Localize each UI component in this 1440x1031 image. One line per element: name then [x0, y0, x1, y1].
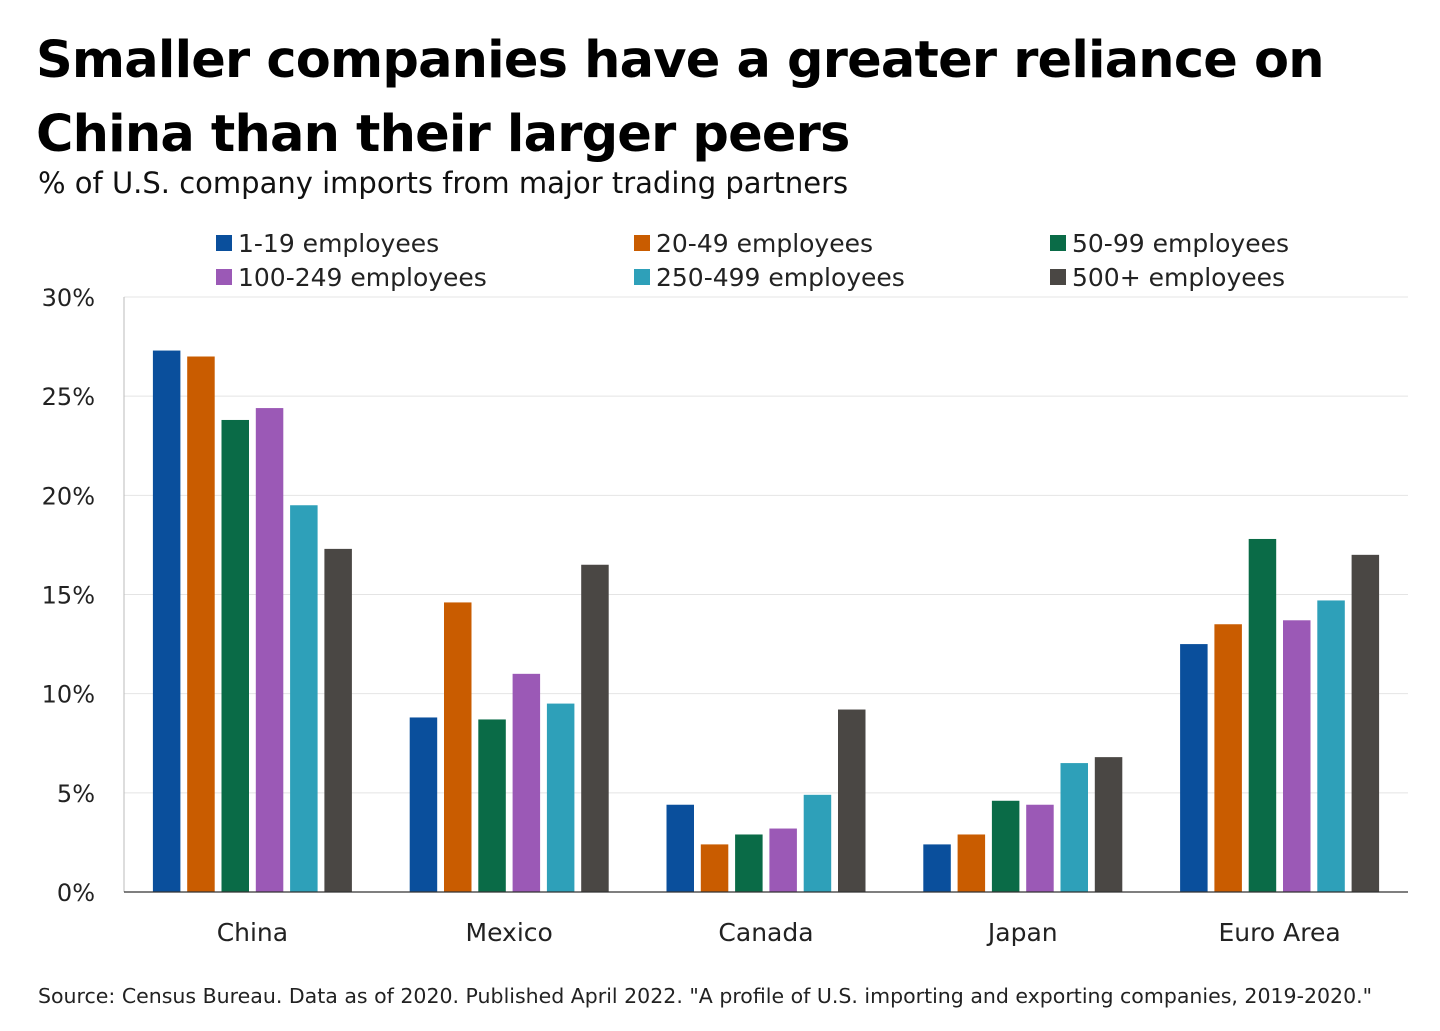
bar	[991, 800, 1020, 892]
y-tick-label: 20%	[42, 482, 95, 510]
bar	[838, 709, 866, 892]
bar	[409, 717, 438, 892]
legend-item: 50-99 employees	[1050, 226, 1289, 260]
bar	[1317, 600, 1345, 892]
legend-label: 250-499 employees	[656, 262, 905, 292]
legend-swatch	[1050, 269, 1066, 285]
bar	[1026, 804, 1054, 892]
bar	[1094, 757, 1123, 892]
legend-swatch	[634, 269, 650, 285]
bar	[478, 719, 506, 892]
legend-item: 500+ employees	[1050, 260, 1285, 294]
legend-label: 20-49 employees	[656, 228, 874, 258]
legend-item: 20-49 employees	[634, 226, 873, 260]
bar	[735, 834, 763, 892]
legend-swatch	[216, 235, 232, 251]
bar	[1351, 554, 1380, 892]
legend-item: 1-19 employees	[216, 226, 439, 260]
bar	[1060, 763, 1088, 892]
y-tick-label: 10%	[42, 681, 95, 709]
bar	[1180, 644, 1208, 892]
y-tick-label: 0%	[57, 879, 95, 907]
bar	[444, 602, 472, 892]
chart-title: Smaller companies have a greater relianc…	[36, 31, 1325, 164]
y-tick-label: 25%	[42, 383, 95, 411]
bar	[324, 548, 352, 892]
bar	[581, 564, 609, 892]
bar	[803, 794, 832, 892]
bar	[1248, 538, 1277, 892]
legend-label: 1-19 employees	[238, 228, 440, 258]
chart-subtitle: % of U.S. company imports from major tra…	[38, 166, 849, 200]
chart-legend: 1-19 employees 20-49 employees 50-99 emp…	[216, 226, 1416, 298]
bar	[923, 844, 951, 892]
source-note: Source: Census Bureau. Data as of 2020. …	[38, 984, 1373, 1008]
x-tick-label: Canada	[718, 918, 813, 947]
bar	[957, 834, 986, 892]
x-tick-label: Japan	[986, 918, 1058, 947]
bar	[512, 673, 541, 892]
legend-label: 100-249 employees	[238, 262, 487, 292]
legend-swatch	[216, 269, 232, 285]
bar	[290, 505, 318, 892]
y-tick-label: 5%	[57, 780, 95, 808]
bar	[769, 828, 797, 892]
x-tick-label: Mexico	[466, 918, 553, 947]
bar	[187, 356, 215, 892]
legend-label: 500+ employees	[1072, 262, 1286, 292]
bar	[1214, 624, 1242, 892]
legend-item: 100-249 employees	[216, 260, 487, 294]
legend-swatch	[1050, 235, 1066, 251]
legend-label: 50-99 employees	[1072, 228, 1290, 258]
y-tick-label: 15%	[42, 582, 95, 610]
legend-item: 250-499 employees	[634, 260, 905, 294]
bar	[255, 408, 284, 892]
bar	[666, 804, 694, 892]
bar	[1283, 620, 1311, 892]
legend-swatch	[634, 235, 650, 251]
bar	[546, 703, 575, 892]
bar	[152, 350, 181, 892]
bar	[700, 844, 729, 892]
x-tick-label: Euro Area	[1219, 918, 1341, 947]
bar	[221, 419, 249, 892]
x-tick-label: China	[217, 918, 288, 947]
y-tick-label: 30%	[42, 284, 95, 312]
